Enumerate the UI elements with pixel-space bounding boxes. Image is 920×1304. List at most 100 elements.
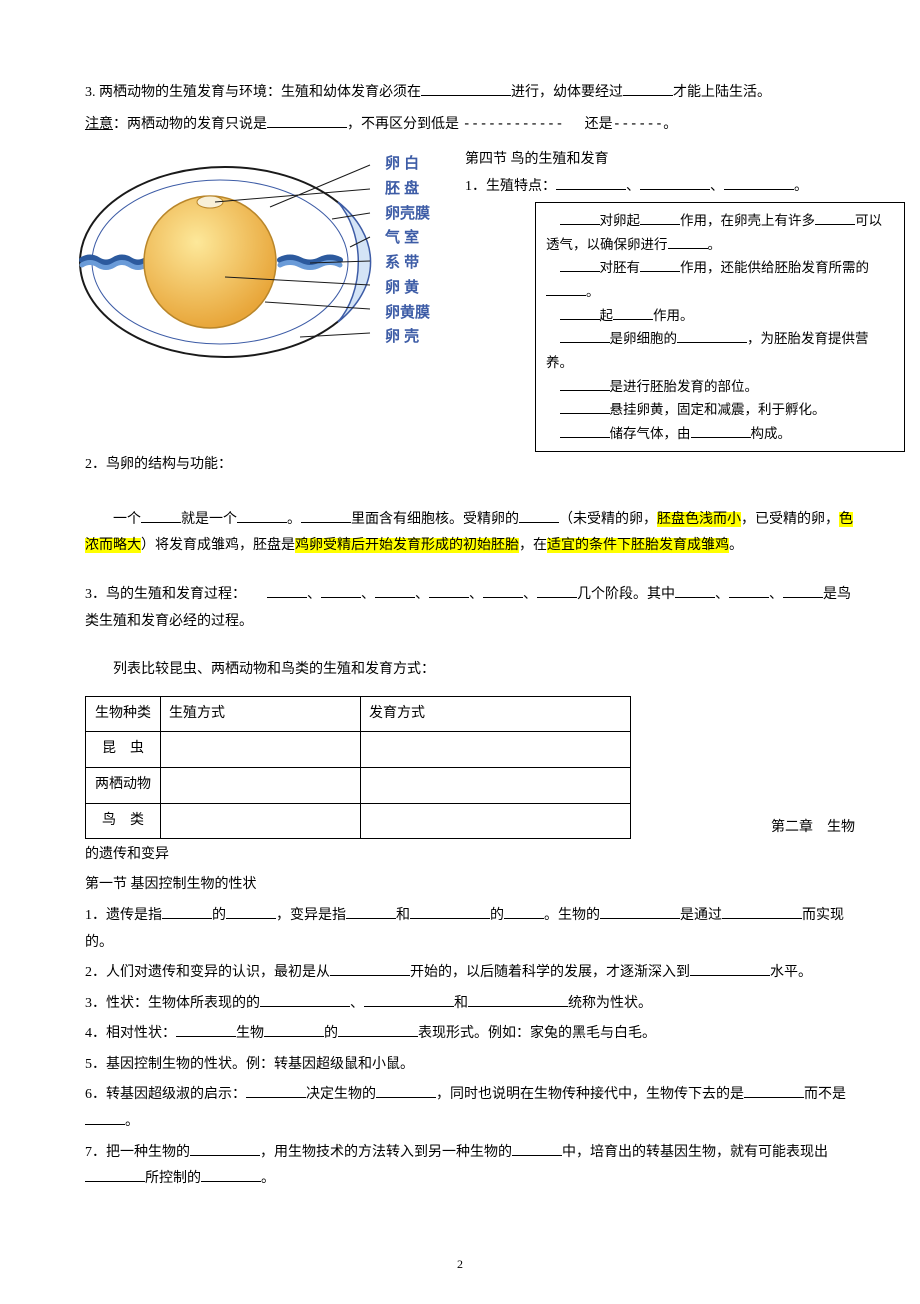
t: ）将发育成雏鸡，胚盘是 [141, 538, 295, 553]
blank [375, 582, 415, 598]
sep: 、 [710, 179, 724, 194]
section4-line1: 1．生殖特点：、、。 [465, 174, 808, 201]
t: 是通过 [680, 908, 722, 923]
t: 。 [261, 1171, 275, 1186]
sep: 、 [469, 587, 483, 602]
blank [364, 991, 454, 1007]
blank [744, 1082, 804, 1098]
box-l6: 悬挂卵黄，固定和减震，利于孵化。 [546, 398, 894, 422]
egg-label: 卵 黄 [385, 276, 430, 301]
t: 的 [212, 908, 226, 923]
td: 昆 虫 [86, 732, 161, 768]
egg-diagram [70, 147, 380, 377]
chap2-right: 第二章 生物 [771, 815, 855, 842]
td [361, 732, 631, 768]
note-dash1: ------------ [463, 116, 564, 132]
sep: 、 [769, 587, 783, 602]
t: ，同时也说明在生物传种接代中，生物传下去的是 [436, 1087, 744, 1102]
t: 悬挂卵黄，固定和减震，利于孵化。 [610, 402, 826, 417]
th: 生殖方式 [161, 696, 361, 732]
p6: 6．转基因超级淑的启示：决定生物的，同时也说明在生物传种接代中，生物传下去的是而… [85, 1082, 855, 1135]
blank [376, 1082, 436, 1098]
q2-title: 2．鸟卵的结构与功能： [85, 452, 855, 479]
blank [468, 991, 568, 1007]
highlight: 鸡卵受精后开始发育形成的初始胚胎 [295, 538, 519, 553]
t: 。 [729, 538, 743, 553]
t: 是进行胚胎发育的部位。 [610, 379, 759, 394]
blank [421, 80, 511, 96]
p5: 5．基因控制生物的性状。例：转基因超级鼠和小鼠。 [85, 1052, 855, 1079]
t: 的 [490, 908, 504, 923]
egg-section: 卵 白 胚 盘 卵壳膜 气 室 系 带 卵 黄 卵黄膜 卵 壳 第四节 鸟的生殖… [85, 142, 855, 432]
chap2b: 的遗传和变异 [85, 842, 855, 869]
blank [301, 507, 351, 523]
p2: 2．人们对遗传和变异的认识，最初是从开始的，以后随着科学的发展，才逐渐深入到水平… [85, 960, 855, 987]
t: ，在 [519, 538, 547, 553]
highlight: 胚盘色浅而小 [657, 512, 741, 527]
td [161, 803, 361, 839]
blank [729, 582, 769, 598]
blank [560, 304, 600, 320]
blank [815, 209, 855, 225]
q3-mid1: 进行，幼体要经过 [511, 85, 623, 100]
blank [560, 209, 600, 225]
blank [691, 422, 751, 438]
blank [722, 903, 802, 919]
blank [640, 174, 710, 190]
blank [556, 174, 626, 190]
s4-prefix: 1．生殖特点： [465, 179, 556, 194]
blank [246, 1082, 306, 1098]
q3-mid2: 才能上陆生活。 [673, 85, 771, 100]
t: 作用，在卵壳上有许多 [680, 213, 815, 228]
blank [338, 1021, 418, 1037]
blank [483, 582, 523, 598]
box-l3: 起作用。 [546, 304, 894, 328]
t: 起 [600, 308, 614, 323]
table-row-wrap: 生物种类 生殖方式 发育方式 昆 虫 两栖动物 鸟 类 [85, 688, 855, 845]
sep: 、 [415, 587, 429, 602]
table-intro: 列表比较昆虫、两栖动物和鸟类的生殖和发育方式： [85, 657, 855, 684]
t: 和 [454, 996, 468, 1011]
box-l5: 是进行胚胎发育的部位。 [546, 375, 894, 399]
box-l7: 储存气体，由构成。 [546, 422, 894, 446]
t: 4．相对性状： [85, 1026, 176, 1041]
egg-labels: 卵 白 胚 盘 卵壳膜 气 室 系 带 卵 黄 卵黄膜 卵 壳 [385, 152, 430, 350]
blank [519, 507, 559, 523]
box-l4: 是卵细胞的，为胚胎发育提供营养。 [546, 327, 894, 374]
egg-label: 系 带 [385, 251, 430, 276]
sep: 、 [523, 587, 537, 602]
th: 发育方式 [361, 696, 631, 732]
blank [512, 1140, 562, 1156]
t: 和 [396, 908, 410, 923]
blank [560, 422, 610, 438]
blank [226, 903, 276, 919]
egg-label: 卵壳膜 [385, 202, 430, 227]
t: 对卵起 [600, 213, 641, 228]
sep: 、 [307, 587, 321, 602]
end: 。 [794, 179, 808, 194]
t: 6．转基因超级淑的启示： [85, 1087, 246, 1102]
blank [537, 582, 577, 598]
table-row: 昆 虫 [86, 732, 631, 768]
t: 中，培育出的转基因生物，就有可能表现出 [562, 1145, 828, 1160]
p7: 7．把一种生物的，用生物技术的方法转入到另一种生物的中，培育出的转基因生物，就有… [85, 1140, 855, 1193]
t: 储存气体，由 [610, 426, 691, 441]
td: 两栖动物 [86, 767, 161, 803]
td [361, 803, 631, 839]
blank [724, 174, 794, 190]
t: 7．把一种生物的 [85, 1145, 190, 1160]
box-l1: 对卵起作用，在卵壳上有许多可以透气，以确保卵进行。 [546, 209, 894, 256]
t: 里面含有细胞核。受精卵的 [351, 512, 519, 527]
blank [560, 398, 610, 414]
t: （未受精的卵， [559, 512, 657, 527]
blank [675, 582, 715, 598]
t: 。 [125, 1114, 139, 1129]
t: 统称为性状。 [568, 996, 652, 1011]
blank [321, 582, 361, 598]
section4-title: 第四节 鸟的生殖和发育 [465, 147, 609, 174]
egg-label: 卵黄膜 [385, 301, 430, 326]
note-label: 注意 [85, 117, 113, 132]
blank [623, 80, 673, 96]
t: 而不是 [804, 1087, 846, 1102]
t: 所控制的 [145, 1171, 201, 1186]
